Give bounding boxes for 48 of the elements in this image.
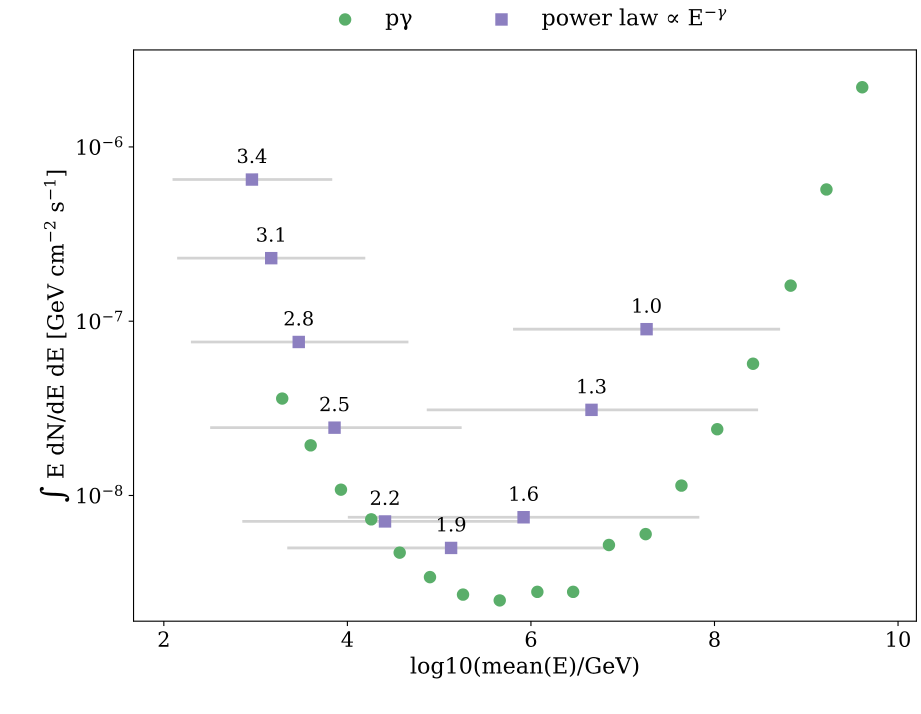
point (675, 479, 688, 492)
x-tick-label: 4 (341, 631, 353, 647)
point (494, 594, 506, 607)
point (746, 358, 760, 370)
point (444, 542, 458, 554)
point (856, 81, 868, 94)
x-tick-label: 8 (709, 631, 720, 648)
point (517, 511, 530, 524)
point (265, 252, 278, 264)
point (246, 173, 258, 186)
point (640, 322, 653, 336)
point (784, 279, 797, 292)
annotation: 2.2 (370, 490, 399, 506)
point (276, 392, 288, 405)
point (304, 439, 317, 452)
legend-label: pγ (386, 13, 412, 30)
y-tick-label: 10$^{−8}$ (78, 484, 122, 504)
annotation: 1.6 (510, 486, 538, 501)
point (602, 538, 616, 552)
point (424, 570, 436, 584)
point (531, 586, 544, 598)
y-tick-label: 10$^{−7}$ (78, 310, 122, 330)
point (820, 183, 833, 196)
point (365, 513, 378, 526)
annotation: 3.1 (257, 227, 284, 242)
x-axis-title: log10(mean(E)/GeV) (410, 656, 638, 678)
annotation: 1.0 (633, 298, 661, 313)
annotation: 2.5 (320, 396, 348, 412)
y-axis-title: ∫ E dN/dE dE [GeV cm$^{−2}$ s$^{−1}$] (40, 170, 70, 502)
annotation: 2.8 (284, 311, 313, 326)
point (393, 546, 406, 559)
x-tick-label: 10 (887, 631, 910, 648)
annotation: 3.4 (238, 148, 266, 164)
point (566, 586, 580, 598)
legend-label: power law ∝ E$^{−γ}$ (542, 8, 726, 30)
annotation: 1.9 (438, 516, 466, 532)
point (378, 515, 392, 528)
y-tick-label: 10$^{−6}$ (78, 136, 122, 155)
point (456, 588, 470, 601)
point (334, 483, 348, 496)
point (639, 528, 652, 540)
point (292, 336, 305, 348)
point (328, 421, 341, 434)
point (585, 404, 598, 416)
x-tick-label: 6 (526, 631, 536, 648)
x-tick-label: 2 (158, 631, 168, 647)
annotation: 1.3 (578, 378, 606, 394)
point (711, 423, 724, 436)
